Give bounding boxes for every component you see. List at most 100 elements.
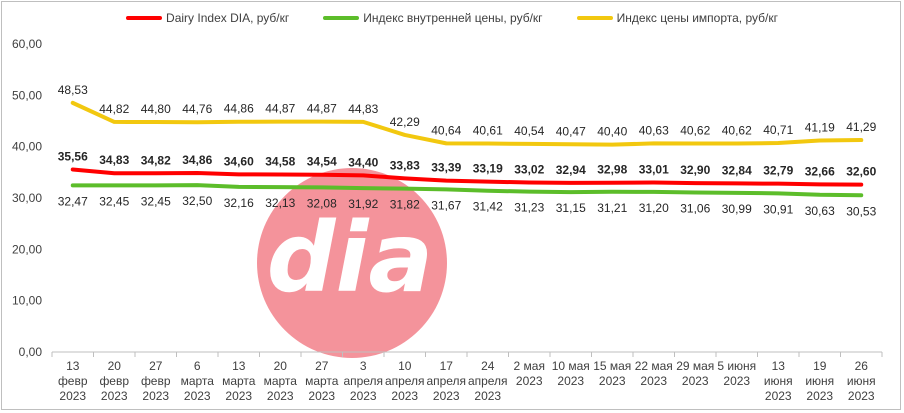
data-label-series-2: 41,29 — [846, 120, 876, 134]
x-tick-label-line: апреля — [468, 374, 508, 388]
x-tick-label: 29 мая 2023 — [676, 359, 714, 388]
x-tick-label-line: 19 — [813, 359, 827, 373]
data-label-series-2: 44,82 — [99, 102, 129, 116]
x-tick-label-line: 2023 — [806, 389, 833, 403]
x-tick-label-line: 2023 — [101, 389, 128, 403]
data-label-series-0: 33,19 — [473, 162, 503, 176]
data-label-series-0: 32,84 — [722, 163, 752, 177]
x-tick-label-line: 2023 — [723, 374, 750, 388]
data-label-series-1: 32,45 — [99, 194, 129, 208]
data-label-series-0: 34,83 — [99, 153, 129, 167]
data-label-series-2: 44,87 — [307, 102, 337, 116]
data-label-series-0: 32,94 — [556, 163, 586, 177]
data-label-series-0: 32,90 — [680, 163, 710, 177]
x-tick-label-line: 2023 — [557, 374, 584, 388]
x-tick-label-line: 2023 — [267, 389, 294, 403]
watermark-circle — [257, 168, 447, 358]
x-tick-label-line: 27 — [149, 359, 163, 373]
x-tick-label: 20 марта 2023 — [264, 359, 298, 403]
x-tick-label-line: марта — [222, 374, 256, 388]
data-label-series-2: 40,62 — [680, 123, 710, 137]
data-label-series-1: 31,21 — [597, 201, 627, 215]
x-tick-label-line: 3 — [360, 359, 367, 373]
x-tick-label-line: марта — [305, 374, 339, 388]
y-tick-label: 30,00 — [12, 191, 42, 205]
x-tick-label-line: 29 мая — [676, 359, 714, 373]
x-tick-label: 27 февр 2023 — [141, 359, 171, 403]
legend-item-domestic-price: Индекс внутренней цены, руб/кг — [323, 8, 543, 28]
x-tick-label-line: 2023 — [516, 374, 543, 388]
data-label-series-1: 31,23 — [514, 201, 544, 215]
data-label-series-2: 40,47 — [556, 124, 586, 138]
data-label-series-2: 41,19 — [805, 121, 835, 135]
data-label-series-2: 44,86 — [224, 102, 254, 116]
x-tick-label-line: 2023 — [682, 374, 709, 388]
x-tick-label-line: 10 мая — [552, 359, 590, 373]
data-label-series-0: 34,86 — [182, 153, 212, 167]
x-tick-label: 20 февр 2023 — [99, 359, 129, 403]
legend-item-dairy-index: Dairy Index DIA, руб/кг — [126, 8, 289, 28]
x-tick-label: 13 марта 2023 — [222, 359, 256, 403]
data-label-series-2: 40,62 — [722, 123, 752, 137]
data-label-series-1: 31,82 — [390, 198, 420, 212]
series-line-2 — [70, 100, 864, 147]
data-label-series-0: 32,98 — [597, 163, 627, 177]
x-tick-label: 13 июня 2023 — [764, 359, 793, 403]
legend-item-import-price: Индекс цены импорта, руб/кг — [576, 8, 778, 28]
data-label-series-2: 44,80 — [141, 102, 171, 116]
x-tick-label-line: 26 — [855, 359, 869, 373]
x-tick-label-line: 2023 — [474, 389, 501, 403]
data-label-series-2: 40,63 — [639, 123, 669, 137]
y-tick-label: 10,00 — [12, 294, 42, 308]
data-label-series-1: 31,92 — [348, 197, 378, 211]
data-label-series-2: 40,71 — [763, 123, 793, 137]
x-tick-label: 10 мая 2023 — [552, 359, 590, 388]
x-tick-label: 15 мая 2023 — [593, 359, 631, 388]
x-tick-label: 27 марта 2023 — [305, 359, 339, 403]
data-label-series-2: 40,54 — [514, 124, 544, 138]
x-tick-label-line: 2023 — [433, 389, 460, 403]
x-tick-label-line: февр — [58, 374, 88, 388]
x-tick-label: 3 апреля 2023 — [343, 359, 383, 403]
x-tick-label-line: 2023 — [225, 389, 252, 403]
data-label-series-1: 31,67 — [431, 198, 461, 212]
x-tick-label-line: июня — [847, 374, 876, 388]
x-tick-label-line: июня — [764, 374, 793, 388]
data-label-series-2: 40,64 — [431, 123, 461, 137]
x-tick-label-line: апреля — [343, 374, 383, 388]
y-tick-label: 60,00 — [12, 37, 42, 51]
x-tick-label-line: 20 — [274, 359, 288, 373]
x-tick-label-line: 13 — [772, 359, 786, 373]
x-tick-label-line: 2023 — [308, 389, 335, 403]
x-tick-label-line: 22 мая — [635, 359, 673, 373]
data-label-series-2: 48,53 — [58, 83, 88, 97]
x-tick-label-line: 2023 — [391, 389, 418, 403]
x-tick-label-line: марта — [181, 374, 215, 388]
data-label-series-1: 32,50 — [182, 194, 212, 208]
x-tick-label-line: 2023 — [640, 374, 667, 388]
x-tick-label-line: февр — [99, 374, 129, 388]
legend-swatch-green — [323, 16, 360, 20]
x-tick-label-line: 2023 — [350, 389, 377, 403]
x-tick-label: 5 июня 2023 — [717, 359, 756, 388]
data-label-series-0: 33,01 — [639, 163, 669, 177]
x-tick-label-line: 24 — [481, 359, 495, 373]
data-label-series-1: 30,63 — [805, 204, 835, 218]
x-tick-label-line: 17 — [440, 359, 454, 373]
x-tick-label: 13 февр 2023 — [58, 359, 88, 403]
series-line-0 — [70, 167, 864, 187]
x-tick-label: 17 апреля 2023 — [426, 359, 466, 403]
data-label-series-1: 30,99 — [722, 202, 752, 216]
legend-swatch-yellow — [576, 16, 613, 20]
y-tick-label: 20,00 — [12, 242, 42, 256]
data-label-series-1: 32,13 — [265, 196, 295, 210]
series-line-1 — [70, 183, 864, 198]
data-label-series-2: 40,40 — [597, 125, 627, 139]
x-tick-label-line: февр — [141, 374, 171, 388]
x-tick-label-line: апреля — [426, 374, 466, 388]
x-tick-label-line: 20 — [108, 359, 122, 373]
x-tick-label-line: 10 — [398, 359, 412, 373]
data-label-series-2: 44,83 — [348, 102, 378, 116]
